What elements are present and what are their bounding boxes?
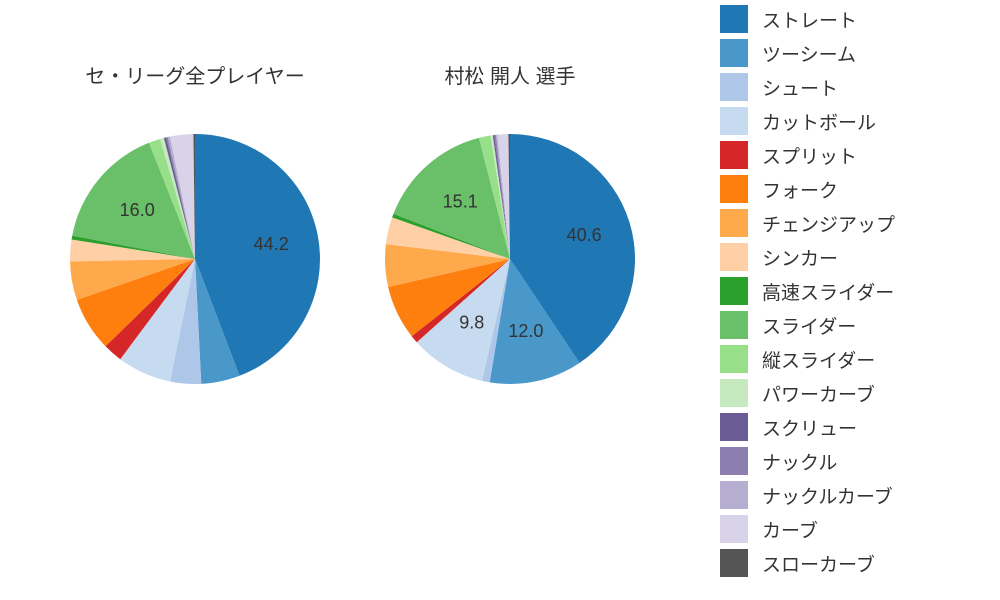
- legend-swatch: [720, 73, 748, 101]
- legend: ストレートツーシームシュートカットボールスプリットフォークチェンジアップシンカー…: [700, 0, 1000, 600]
- pie-slice-label: 12.0: [508, 321, 543, 341]
- legend-label: シンカー: [762, 244, 838, 271]
- legend-swatch: [720, 107, 748, 135]
- legend-swatch: [720, 209, 748, 237]
- legend-item: スクリュー: [700, 410, 1000, 444]
- legend-item: フォーク: [700, 172, 1000, 206]
- legend-label: スライダー: [762, 312, 856, 339]
- legend-swatch: [720, 549, 748, 577]
- legend-label: ナックル: [762, 448, 837, 475]
- legend-label: パワーカーブ: [762, 380, 875, 407]
- pie-left-svg: 44.2 16.0: [45, 109, 345, 409]
- legend-item: カットボール: [700, 104, 1000, 138]
- legend-swatch: [720, 243, 748, 271]
- legend-swatch: [720, 447, 748, 475]
- legend-item: チェンジアップ: [700, 206, 1000, 240]
- legend-label: ナックルカーブ: [762, 482, 893, 509]
- pie-charts-area: セ・リーグ全プレイヤー 44.2 16.0 村松 開人 選手 40.6 12.0 9.…: [0, 0, 680, 600]
- pie-slice-label: 9.8: [459, 312, 484, 332]
- legend-swatch: [720, 141, 748, 169]
- legend-swatch: [720, 277, 748, 305]
- legend-item: ストレート: [700, 2, 1000, 36]
- pie-slice-label: 44.2: [254, 234, 289, 254]
- legend-swatch: [720, 311, 748, 339]
- legend-item: ナックルカーブ: [700, 478, 1000, 512]
- legend-label: スクリュー: [762, 414, 857, 441]
- pie-left-title: セ・リーグ全プレイヤー: [45, 60, 345, 89]
- legend-swatch: [720, 379, 748, 407]
- legend-label: スプリット: [762, 142, 857, 169]
- pie-left-wrap: セ・リーグ全プレイヤー 44.2 16.0: [45, 60, 345, 409]
- legend-label: 縦スライダー: [762, 346, 875, 373]
- pie-right-wrap: 村松 開人 選手 40.6 12.0 9.8 15.1: [360, 60, 660, 409]
- pie-right-svg: 40.6 12.0 9.8 15.1: [360, 109, 660, 409]
- pie-right-title: 村松 開人 選手: [360, 60, 660, 89]
- legend-swatch: [720, 39, 748, 67]
- pie-slice-label: 16.0: [120, 200, 155, 220]
- pie-slice-label: 40.6: [567, 225, 602, 245]
- legend-item: 縦スライダー: [700, 342, 1000, 376]
- legend-swatch: [720, 413, 748, 441]
- legend-item: カーブ: [700, 512, 1000, 546]
- legend-swatch: [720, 345, 748, 373]
- legend-item: パワーカーブ: [700, 376, 1000, 410]
- legend-swatch: [720, 5, 748, 33]
- legend-swatch: [720, 515, 748, 543]
- legend-label: ツーシーム: [762, 40, 856, 67]
- legend-item: スプリット: [700, 138, 1000, 172]
- legend-label: スローカーブ: [762, 550, 875, 577]
- legend-item: ツーシーム: [700, 36, 1000, 70]
- legend-label: チェンジアップ: [762, 210, 895, 237]
- legend-label: 高速スライダー: [762, 278, 894, 305]
- legend-label: フォーク: [762, 176, 838, 203]
- legend-item: スライダー: [700, 308, 1000, 342]
- legend-item: 高速スライダー: [700, 274, 1000, 308]
- chart-container: セ・リーグ全プレイヤー 44.2 16.0 村松 開人 選手 40.6 12.0 9.…: [0, 0, 1000, 600]
- legend-label: ストレート: [762, 6, 857, 33]
- legend-item: スローカーブ: [700, 546, 1000, 580]
- legend-item: シンカー: [700, 240, 1000, 274]
- legend-swatch: [720, 175, 748, 203]
- legend-item: ナックル: [700, 444, 1000, 478]
- legend-label: カーブ: [762, 516, 818, 543]
- legend-label: カットボール: [762, 108, 876, 135]
- pie-slice-label: 15.1: [443, 192, 478, 212]
- legend-swatch: [720, 481, 748, 509]
- legend-item: シュート: [700, 70, 1000, 104]
- legend-label: シュート: [762, 74, 838, 101]
